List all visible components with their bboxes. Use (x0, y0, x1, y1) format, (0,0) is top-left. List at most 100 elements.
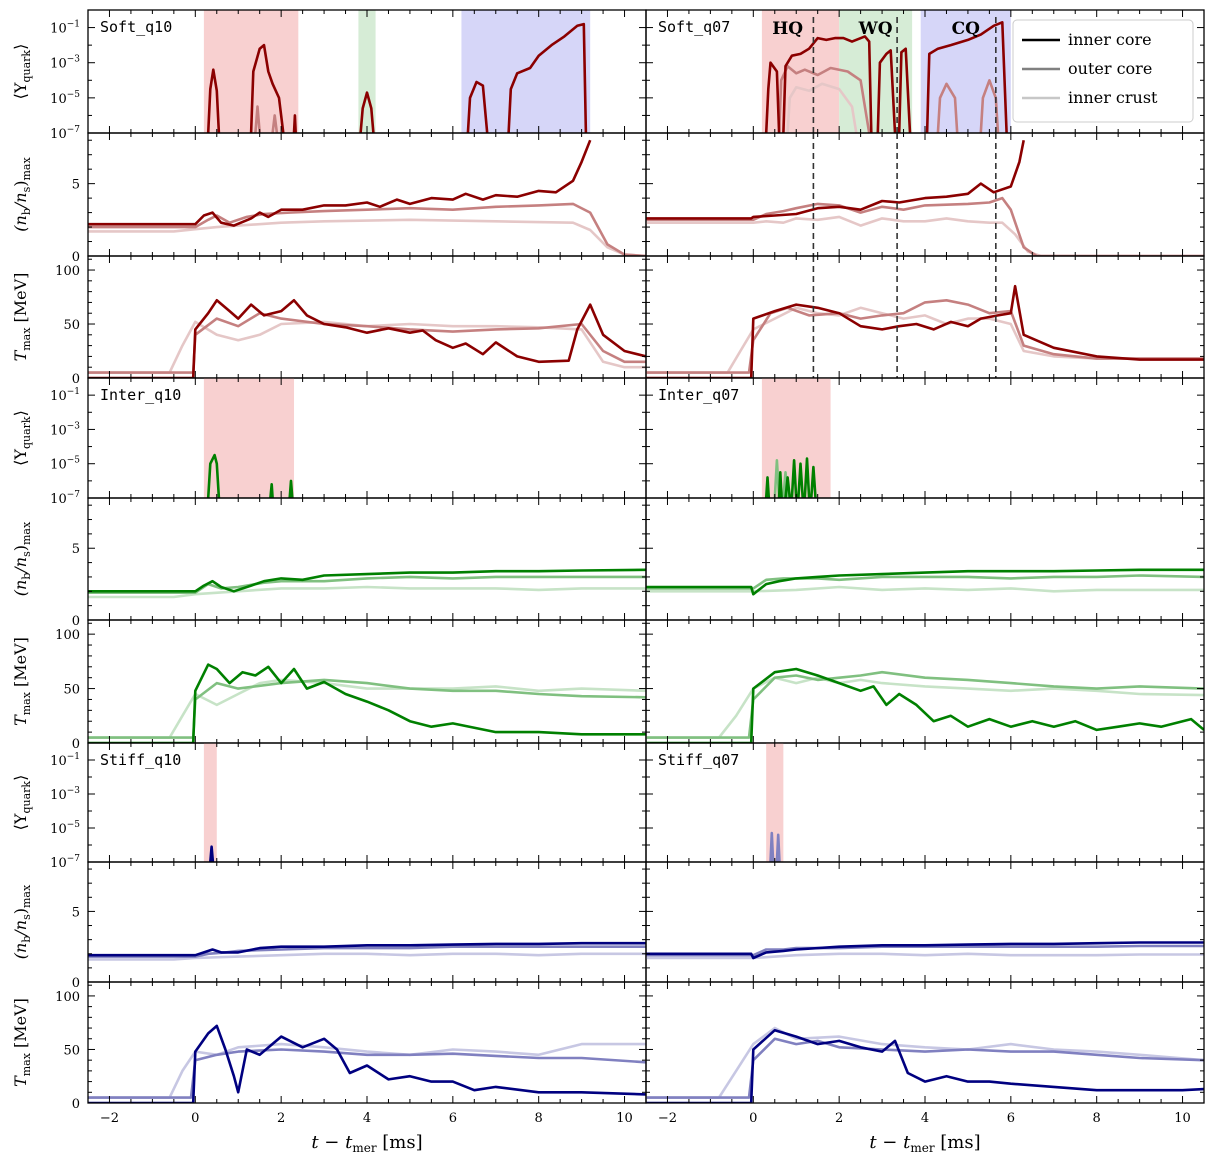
y-tick-label: 10−7 (50, 490, 80, 507)
axes-frame (645, 981, 1205, 1104)
axes-frame (645, 132, 1205, 257)
series-inner-core-N (88, 941, 646, 957)
series-outer-core-T (88, 311, 646, 374)
y-tick-label: 50 (63, 1043, 80, 1058)
series-outer-core-T (646, 299, 1204, 374)
x-tick-label: 10 (1174, 1111, 1191, 1126)
series-outer-core-T (646, 670, 1204, 739)
y-tick-label: 0 (72, 372, 80, 387)
series-inner-core-N (646, 568, 1204, 596)
series-inner-core-Y (206, 453, 294, 498)
x-tick-label: 4 (921, 1111, 929, 1126)
series-inner-crust-T (646, 676, 1204, 739)
series-inner-core-T (646, 1028, 1204, 1103)
series-outer-core-N (646, 196, 1204, 256)
series-inner-core-Y (764, 457, 817, 498)
panel-title: Stiff_q10 (100, 751, 181, 769)
axes-frame (87, 132, 647, 257)
y-tick-label: 0 (72, 976, 80, 991)
axes-frame (645, 497, 1205, 621)
subplot-Inter_q10-Y: 10−1 10−3 10−5 10−7 ⟨Yquark⟩ Inter_q10 (11, 377, 647, 507)
y-axis-label-T: Tmax [MeV] (11, 273, 33, 362)
y-tick-label: 100 (55, 628, 80, 643)
series-outer-core-N (88, 202, 646, 256)
series-inner-core-N (646, 139, 1025, 220)
series-inner-core-Y (206, 22, 588, 133)
y-tick-label: 0 (72, 1097, 80, 1112)
phase-label-wq: WQ (858, 19, 893, 39)
axes-frame (87, 497, 647, 621)
y-tick-label: 100 (55, 990, 80, 1005)
series-inner-core-N (646, 941, 1204, 960)
panel-title: Soft_q10 (100, 18, 172, 36)
phase-shading-0 (766, 743, 784, 862)
x-tick-label: 6 (449, 1111, 457, 1126)
legend-label: inner crust (1068, 88, 1158, 107)
series-inner-crust-T (646, 306, 1204, 374)
series-outer-core-Y (769, 831, 781, 862)
y-tick-label: 50 (63, 683, 80, 698)
y-tick-label: 10−7 (50, 125, 80, 142)
series-inner-crust-T (646, 1026, 1204, 1099)
x-axis-label: t − tmer [ms] (869, 1132, 980, 1155)
series-inner-crust-Y (786, 82, 858, 133)
series-inner-crust-N (88, 218, 646, 256)
subplot-Stiff_q07-N (645, 861, 1205, 983)
series-inner-core-T (646, 667, 1204, 743)
y-tick-label: 10−5 (50, 456, 80, 473)
y-axis-label-Y: ⟨Yquark⟩ (11, 410, 33, 466)
series-inner-crust-T (88, 320, 646, 374)
panel-title: Stiff_q07 (658, 751, 739, 769)
y-axis-label-N: (nb/ns)max (11, 521, 33, 596)
y-tick-label: 10−3 (50, 55, 80, 72)
subplot-Stiff_q10-T: 0 50 100 Tmax [MeV] (11, 981, 647, 1112)
subplot-Inter_q07-T (645, 619, 1205, 744)
series-inner-crust-N (646, 952, 1204, 960)
phase-shading-1 (358, 10, 376, 133)
subplot-Soft_q10-N: 0 5 (nb/ns)max (11, 132, 647, 265)
x-tick-label: 0 (749, 1111, 757, 1126)
phase-shading-0 (203, 743, 217, 862)
x-tick-label: −2 (100, 1111, 119, 1126)
series-inner-crust-T (88, 678, 646, 739)
axes-frame (87, 619, 647, 744)
subplot-Soft_q07-N (645, 132, 1205, 257)
series-outer-core-N (646, 574, 1204, 590)
series-inner-core-Y (209, 845, 215, 862)
series-inner-core-Y (764, 21, 1008, 133)
y-axis-label-N: (nb/ns)max (11, 884, 33, 959)
series-inner-core-T (88, 1024, 646, 1103)
subplot-Soft_q07-T (645, 255, 1205, 379)
y-tick-label: 10−3 (50, 421, 80, 438)
series-inner-crust-N (646, 585, 1204, 593)
y-tick-label: 10−1 (50, 387, 80, 404)
series-outer-core-N (88, 575, 646, 594)
phase-shading-2 (461, 10, 591, 133)
subplot-Stiff_q10-Y: 10−1 10−3 10−5 10−7 ⟨Yquark⟩ Stiff_q10 (11, 742, 647, 871)
series-inner-core-T (88, 663, 646, 743)
phase-label-cq: CQ (952, 19, 981, 39)
y-tick-label: 10−1 (50, 20, 80, 37)
y-tick-label: 10−5 (50, 90, 80, 107)
series-outer-core-T (88, 1048, 646, 1099)
subplot-Inter_q07-Y: Inter_q07 (645, 377, 1205, 499)
y-axis-label-T: Tmax [MeV] (11, 637, 33, 726)
series-inner-crust-N (646, 215, 1204, 256)
y-tick-label: 10−5 (50, 820, 80, 837)
series-inner-crust-N (88, 585, 646, 599)
y-axis-label-Y: ⟨Yquark⟩ (11, 775, 33, 831)
series-inner-core-N (88, 568, 646, 593)
panel-title: Soft_q07 (658, 18, 730, 36)
legend-label: outer core (1068, 59, 1152, 78)
legend-label: inner core (1068, 30, 1152, 49)
y-tick-label: 10−7 (50, 854, 80, 871)
subplot-Soft_q10-Y: 10−1 10−3 10−5 10−7 ⟨Yquark⟩ Soft_q10 (11, 9, 647, 142)
panel-title: Inter_q07 (658, 386, 739, 404)
series-inner-core-T (646, 284, 1204, 378)
y-tick-label: 0 (72, 614, 80, 629)
axes-frame (87, 981, 647, 1104)
y-axis-label-Y: ⟨Yquark⟩ (11, 44, 33, 100)
